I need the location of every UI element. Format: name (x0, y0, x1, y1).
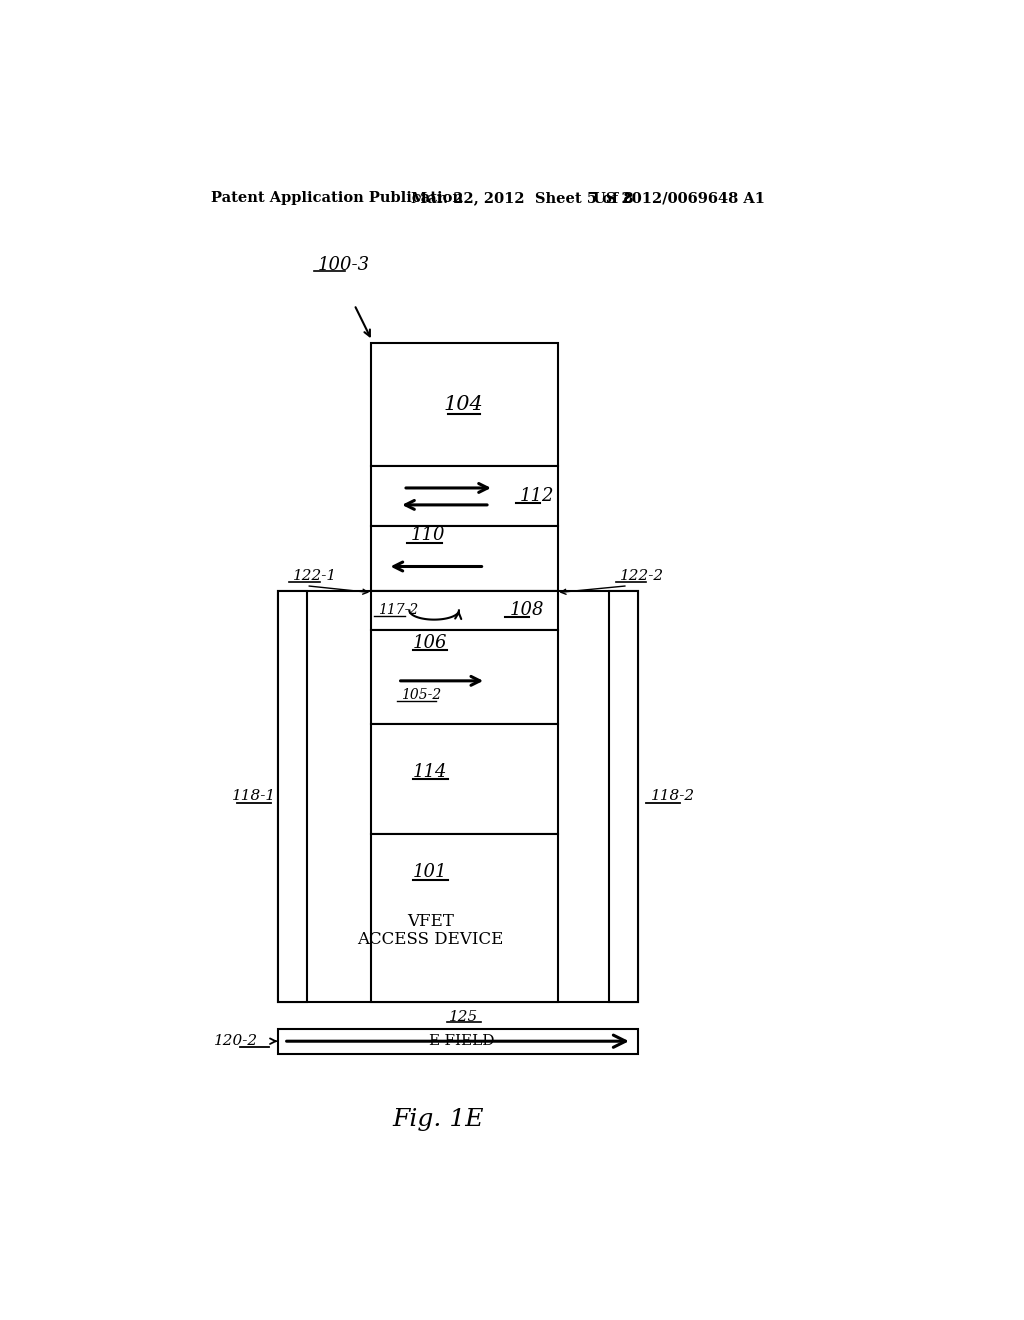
Text: 122-1: 122-1 (293, 569, 337, 582)
Text: 106: 106 (413, 634, 447, 652)
Bar (278, 591, 307, 1002)
Bar (371, 527, 558, 591)
Bar (371, 630, 558, 725)
Text: 105-2: 105-2 (400, 689, 441, 702)
Text: 104: 104 (443, 395, 483, 414)
Text: 112: 112 (519, 487, 554, 506)
Bar (371, 591, 558, 630)
Bar (278, 1028, 638, 1053)
Text: Fig. 1E: Fig. 1E (392, 1107, 483, 1131)
Text: Patent Application Publication: Patent Application Publication (211, 191, 463, 206)
Text: 114: 114 (413, 763, 447, 780)
Bar (608, 591, 638, 1002)
Text: 118-2: 118-2 (651, 789, 695, 804)
Bar (371, 343, 558, 466)
Text: 118-1: 118-1 (231, 789, 275, 804)
Bar (371, 466, 558, 527)
Text: 100-3: 100-3 (317, 256, 370, 273)
Text: E-FIELD: E-FIELD (428, 1034, 495, 1048)
Bar (371, 725, 558, 834)
Text: ACCESS DEVICE: ACCESS DEVICE (357, 931, 504, 948)
Text: US 2012/0069648 A1: US 2012/0069648 A1 (593, 191, 765, 206)
Bar (371, 834, 558, 1002)
Text: 125: 125 (449, 1010, 478, 1024)
Text: VFET: VFET (407, 913, 454, 931)
Text: Mar. 22, 2012  Sheet 5 of 8: Mar. 22, 2012 Sheet 5 of 8 (411, 191, 634, 206)
Text: 110: 110 (411, 525, 445, 544)
Bar (278, 591, 638, 1002)
Text: 120-2: 120-2 (214, 1034, 258, 1048)
Text: 108: 108 (509, 602, 544, 619)
Text: 117-2: 117-2 (378, 603, 419, 616)
Text: 122-2: 122-2 (621, 569, 665, 582)
Text: 101: 101 (413, 863, 447, 880)
